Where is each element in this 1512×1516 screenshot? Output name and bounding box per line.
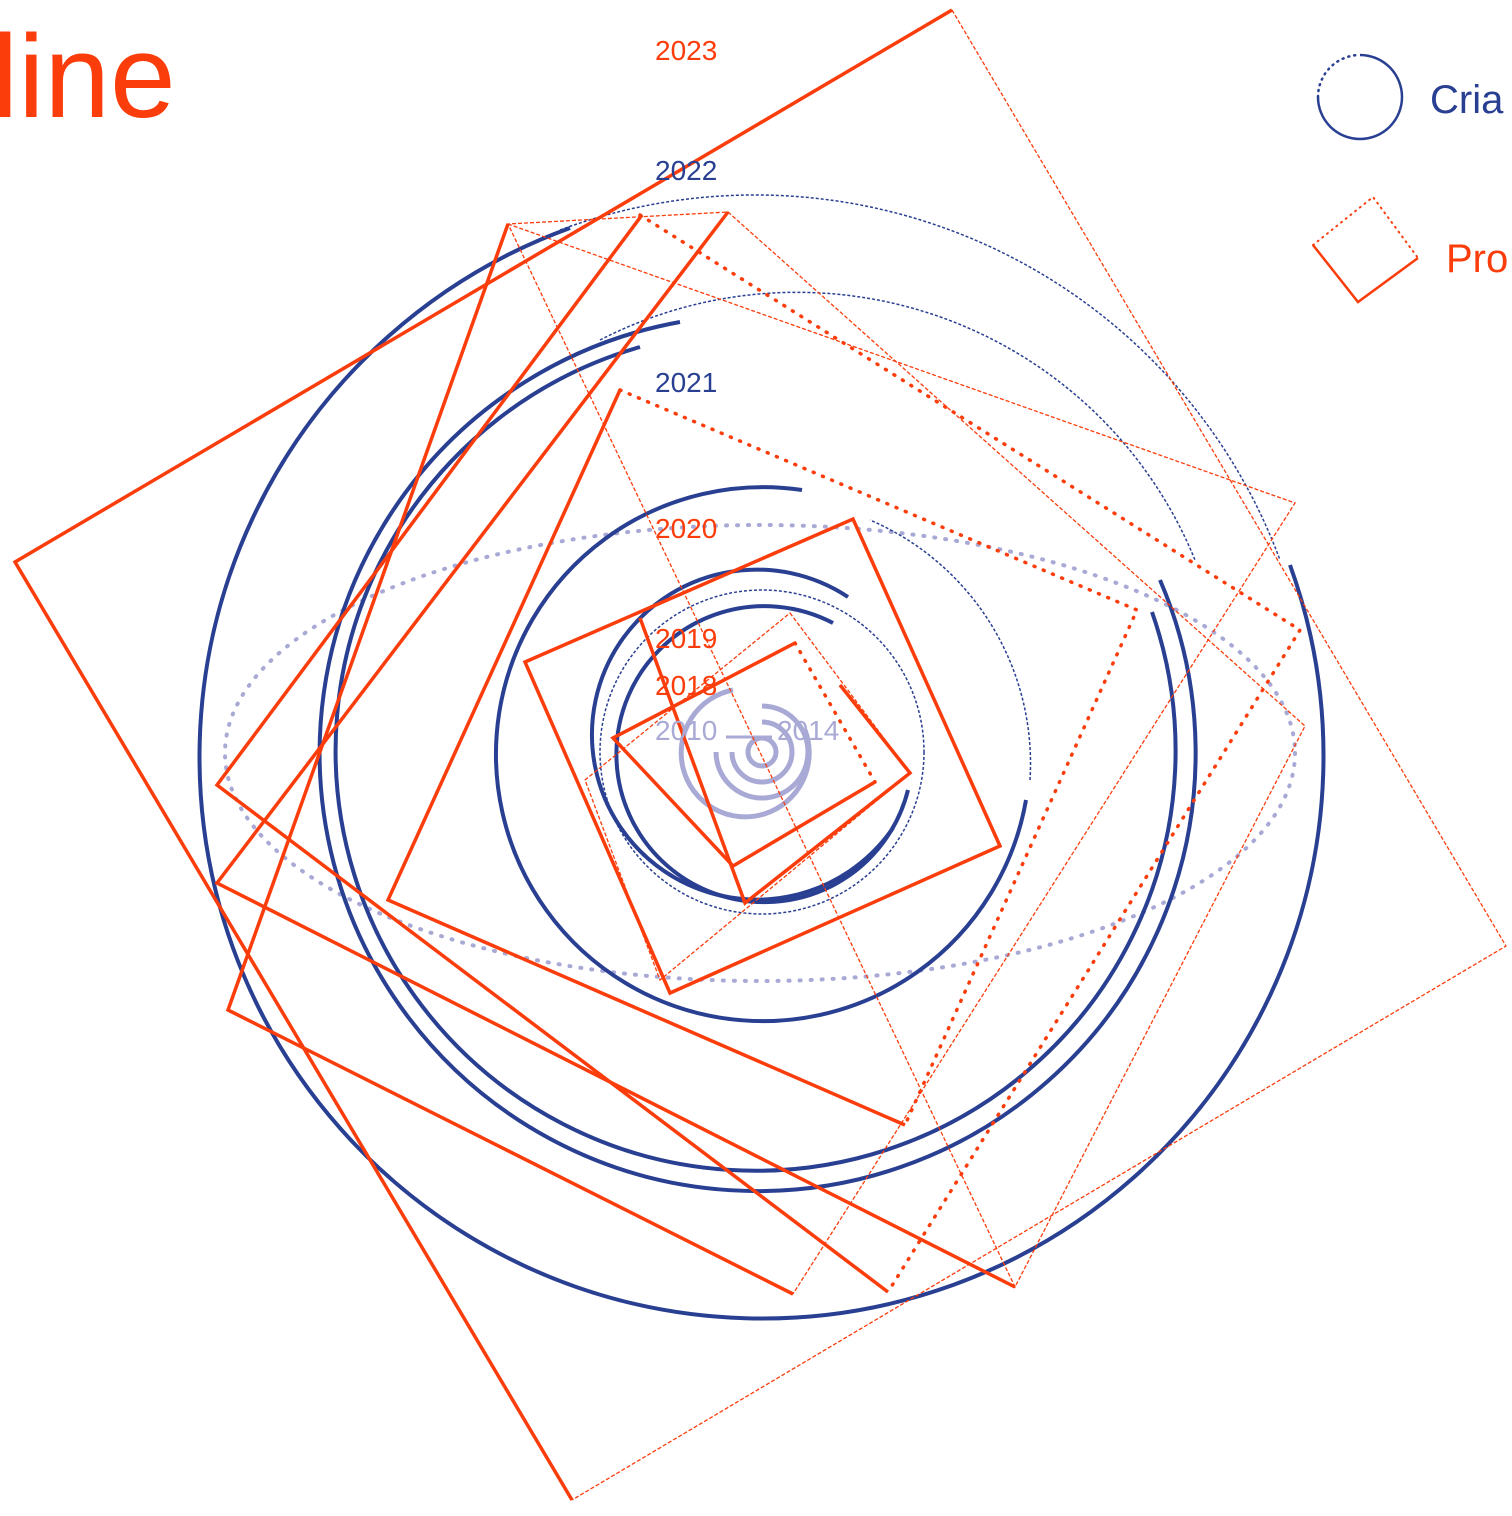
legend-square-dotted-icon <box>1313 197 1418 258</box>
dotted-square-2022 <box>640 215 1300 1292</box>
orange-squares <box>15 10 1015 1500</box>
year-label-2020: 2020 <box>655 513 717 544</box>
legend-square-label: Pro <box>1446 237 1508 281</box>
orange-wavy-squares <box>508 10 1506 1500</box>
legend-circle-label: Cria <box>1430 78 1504 122</box>
legend-circle-item: Cria <box>1318 55 1504 139</box>
wavy-arc-2020 <box>870 520 1031 780</box>
year-label-2019: 2019 <box>655 623 717 654</box>
legend-square-item: Pro <box>1313 197 1508 302</box>
year-label-2021: 2021 <box>655 367 717 398</box>
page-title: line <box>0 18 176 136</box>
legend-circle-icon <box>1318 55 1402 139</box>
legend-square-icon <box>1313 245 1418 302</box>
year-label-2023: 2023 <box>655 35 717 66</box>
circle-2021-a <box>336 347 1176 1171</box>
inner-ring-1 <box>748 738 776 766</box>
square-2020 <box>525 519 1000 993</box>
year-label-2010: 2010 <box>655 715 717 746</box>
legend-circle-dotted-icon <box>1318 55 1360 97</box>
early-years-spiral <box>681 690 809 817</box>
year-label-2018: 2018 <box>655 670 717 701</box>
year-labels: 2023 2022 2021 2020 2019 2018 2010 2014 <box>655 35 839 746</box>
legend: Cria Pro <box>1313 55 1508 302</box>
circle-2018-b <box>592 570 893 900</box>
circle-spacer <box>930 660 938 760</box>
year-label-2014: 2014 <box>777 715 839 746</box>
year-label-2022: 2022 <box>655 155 717 186</box>
